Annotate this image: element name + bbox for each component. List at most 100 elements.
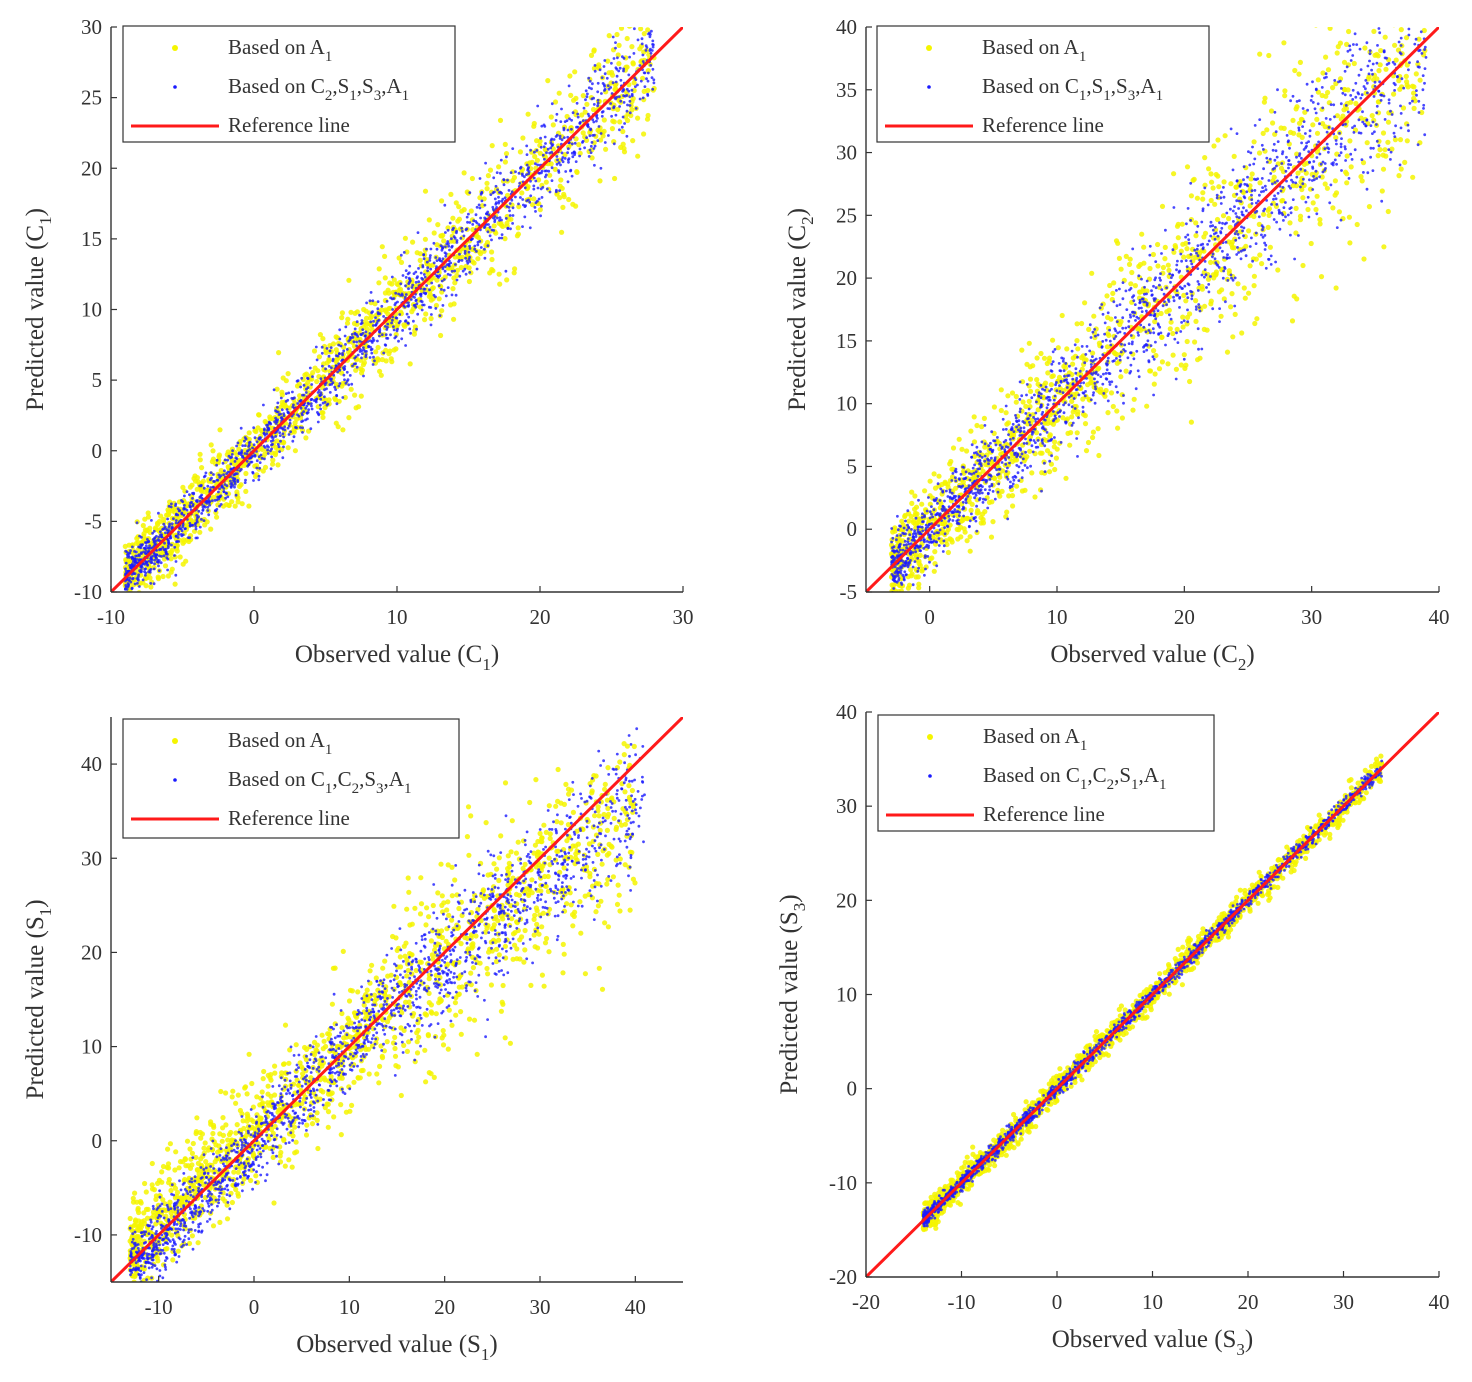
scatter-point: [1132, 299, 1136, 303]
scatter-point: [510, 190, 514, 194]
scatter-point: [635, 153, 641, 159]
scatter-point: [478, 177, 482, 180]
scatter-point: [996, 490, 1000, 494]
scatter-point: [485, 173, 491, 179]
scatter-point: [236, 480, 240, 483]
scatter-point: [1084, 353, 1088, 356]
scatter-point: [573, 141, 577, 145]
scatter-point: [591, 65, 598, 71]
scatter-point: [616, 42, 622, 49]
scatter-point: [123, 594, 128, 599]
scatter-point: [988, 534, 995, 540]
scatter-point: [355, 320, 359, 324]
scatter-point: [574, 160, 578, 164]
scatter-point: [1208, 171, 1214, 177]
scatter-point: [1416, 36, 1422, 42]
scatter-point: [1115, 425, 1121, 431]
scatter-point: [231, 479, 235, 482]
scatter-point: [181, 500, 185, 503]
scatter-point: [1066, 370, 1072, 376]
scatter-point: [345, 348, 349, 351]
scatter-point: [1387, 101, 1391, 105]
scatter-point: [1044, 385, 1048, 389]
scatter-point: [1130, 407, 1136, 413]
scatter-point: [319, 377, 323, 381]
scatter-point: [1339, 145, 1343, 149]
scatter-point: [975, 510, 982, 516]
scatter-point: [1411, 105, 1417, 111]
scatter-point: [578, 147, 582, 151]
scatter-point: [483, 203, 487, 207]
scatter-point: [257, 455, 261, 458]
scatter-point: [373, 359, 376, 363]
scatter-point: [1019, 488, 1025, 494]
scatter-point: [509, 171, 513, 175]
scatter-point: [1290, 117, 1296, 123]
scatter-point: [161, 516, 167, 523]
scatter-point: [468, 247, 472, 250]
scatter-point: [342, 373, 346, 377]
scatter-point: [1291, 130, 1297, 136]
scatter-point: [493, 190, 496, 194]
scatter-point: [274, 386, 280, 392]
scatter-point: [176, 513, 180, 517]
scatter-point: [136, 581, 139, 585]
scatter-point: [222, 487, 226, 490]
scatter-point: [1409, 83, 1416, 89]
scatter-point: [971, 466, 975, 470]
scatter-point: [480, 190, 484, 194]
scatter-point: [189, 482, 195, 488]
scatter-point: [168, 556, 174, 562]
scatter-point: [160, 555, 163, 558]
scatter-point: [1339, 151, 1343, 155]
scatter-point: [891, 611, 896, 616]
scatter-point: [1124, 289, 1128, 293]
scatter-point: [1360, 160, 1367, 166]
scatter-point: [416, 231, 420, 235]
scatter-point: [1014, 414, 1017, 417]
scatter-point: [1201, 326, 1207, 332]
scatter-point: [514, 195, 517, 199]
scatter-point: [906, 518, 912, 524]
scatter-point: [1300, 195, 1306, 201]
scatter-point: [1034, 355, 1040, 361]
scatter-point: [422, 257, 426, 261]
scatter-point: [289, 430, 292, 434]
scatter-point: [1004, 421, 1010, 427]
scatter-point: [315, 397, 319, 401]
scatter-point: [243, 444, 247, 447]
scatter-point: [991, 404, 998, 410]
scatter-point: [1083, 448, 1090, 454]
scatter-point: [136, 590, 142, 592]
scatter-point: [338, 337, 342, 341]
scatter-point: [1346, 28, 1352, 35]
scatter-point: [488, 234, 492, 238]
scatter-point: [362, 346, 365, 349]
scatter-point: [971, 414, 977, 420]
scatter-point: [1041, 355, 1048, 361]
scatter-point: [496, 271, 502, 277]
scatter-point: [1416, 1, 1419, 4]
scatter-point: [525, 173, 528, 177]
scatter-point: [1344, 41, 1350, 48]
scatter-point: [618, 27, 625, 31]
scatter-point: [1148, 244, 1152, 248]
scatter-point: [338, 328, 342, 332]
scatter-point: [406, 304, 409, 308]
scatter-point: [1249, 151, 1253, 155]
scatter-point: [147, 570, 151, 574]
scatter-point: [1149, 331, 1152, 335]
scatter-point: [135, 521, 139, 525]
scatter-point: [194, 527, 198, 531]
scatter-point: [392, 325, 395, 328]
scatter-point: [1317, 217, 1323, 223]
scatter-point: [250, 460, 254, 464]
scatter-point: [1346, 49, 1350, 53]
scatter-point: [614, 113, 618, 117]
scatter-point: [1074, 430, 1080, 436]
scatter-point: [1214, 216, 1221, 223]
scatter-point: [166, 538, 170, 542]
scatter-point: [414, 250, 420, 256]
scatter-point: [429, 254, 432, 257]
